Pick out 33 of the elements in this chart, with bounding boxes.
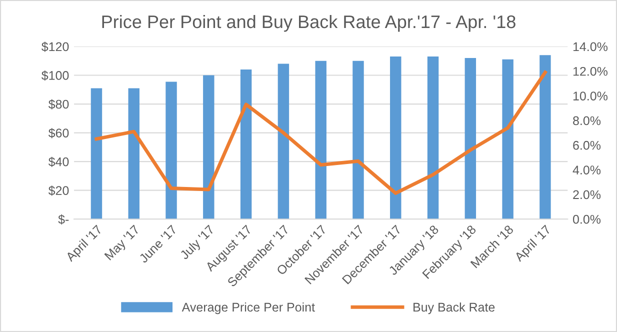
y-tick-label: $60	[48, 128, 69, 138]
y2-tick-label: 14.0%	[573, 42, 608, 52]
legend-label: Average Price Per Point	[182, 302, 315, 314]
x-tick-label: May '17	[104, 224, 142, 262]
line-series	[94, 70, 547, 195]
y-tick-label: $80	[48, 99, 69, 110]
y2-tick-label: 4.0%	[572, 166, 601, 174]
y2-tick-label: 0.0%	[572, 214, 601, 224]
bar	[502, 59, 514, 220]
bar	[540, 55, 551, 220]
bar	[427, 56, 439, 220]
bar	[390, 56, 402, 220]
bar	[352, 60, 364, 220]
bar	[278, 64, 290, 220]
bar	[464, 58, 476, 220]
bar	[315, 60, 326, 220]
bar	[166, 82, 177, 220]
y-tick-label: $40	[48, 156, 69, 167]
bar	[203, 75, 214, 220]
y-tick-label: $100	[42, 70, 69, 81]
legend-label: Buy Back Rate	[414, 302, 495, 314]
y2-tick-label: 12.0%	[573, 66, 608, 76]
y2-tick-label: 6.0%	[573, 140, 601, 150]
bar	[128, 88, 140, 220]
y-tick-label: $-	[58, 214, 69, 225]
bar	[240, 70, 252, 220]
y-tick-label: $20	[48, 186, 69, 196]
chart-title: Price Per Point and Buy Back Rate Apr.'17 - Apr. '18	[102, 14, 516, 32]
bar	[90, 88, 102, 220]
y-tick-label: $120	[42, 42, 69, 52]
y2-tick-label: 8.0%	[573, 116, 601, 126]
y2-tick-label: 2.0%	[573, 190, 601, 200]
y2-tick-label: 10.0%	[573, 92, 608, 100]
